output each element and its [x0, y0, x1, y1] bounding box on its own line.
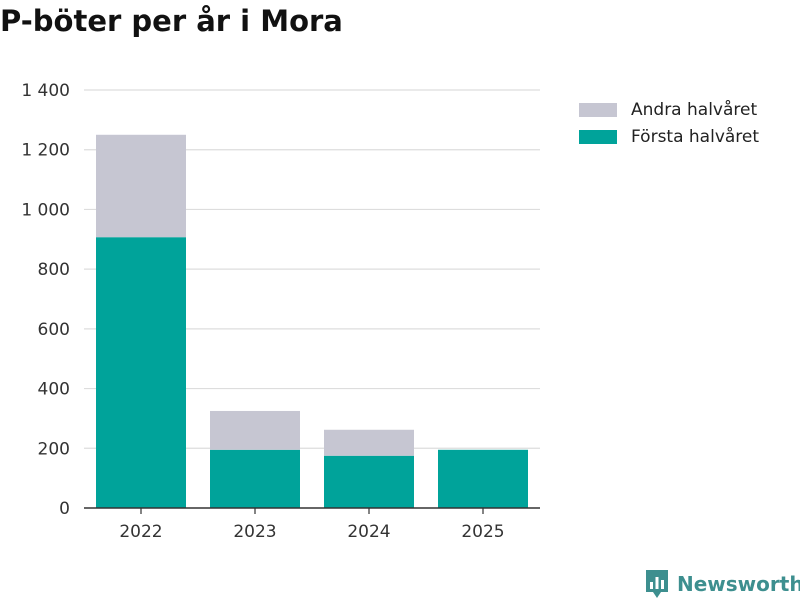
x-axis-ticks: 2022 2023 2024 2025 [119, 508, 505, 542]
legend-swatch [579, 129, 617, 144]
bar-2022-andra-halv-ret [96, 134, 186, 238]
chart-title: P-böter per år i Mora [0, 4, 343, 38]
y-tick-label: 1 400 [21, 81, 70, 101]
x-tick-label: 2023 [233, 522, 276, 542]
brand-name: Newsworthy [677, 572, 800, 596]
x-tick-label: 2025 [461, 522, 504, 542]
legend-label: Första halvåret [631, 126, 760, 147]
bar-2023-f-rsta-halv-ret [210, 449, 300, 508]
y-tick-label: 200 [38, 439, 70, 459]
bar-2023-andra-halv-ret [210, 410, 300, 450]
y-tick-label: 400 [38, 380, 70, 400]
y-axis-ticks: 0 200 400 600 800 1 000 1 200 1 400 [21, 81, 70, 519]
newsworthy-brand: Newsworthy [644, 568, 800, 600]
bar-2024-andra-halv-ret [324, 429, 414, 456]
y-tick-label: 0 [59, 499, 70, 519]
legend-item: Andra halvåret [579, 96, 759, 123]
y-tick-label: 1 000 [21, 200, 70, 220]
bar-2025-f-rsta-halv-ret [438, 449, 528, 508]
bars [96, 134, 528, 508]
y-tick-label: 1 200 [21, 141, 70, 161]
bar-2024-f-rsta-halv-ret [324, 455, 414, 508]
bar-2022-f-rsta-halv-ret [96, 237, 186, 508]
y-tick-label: 600 [38, 320, 70, 340]
x-tick-label: 2024 [347, 522, 390, 542]
x-tick-label: 2022 [119, 522, 162, 542]
legend: Andra halvåret Första halvåret [579, 96, 759, 150]
legend-item: Första halvåret [579, 123, 759, 150]
newsworthy-logo-icon [646, 570, 668, 598]
legend-swatch [579, 102, 617, 117]
y-tick-label: 800 [38, 260, 70, 280]
legend-label: Andra halvåret [631, 99, 758, 120]
